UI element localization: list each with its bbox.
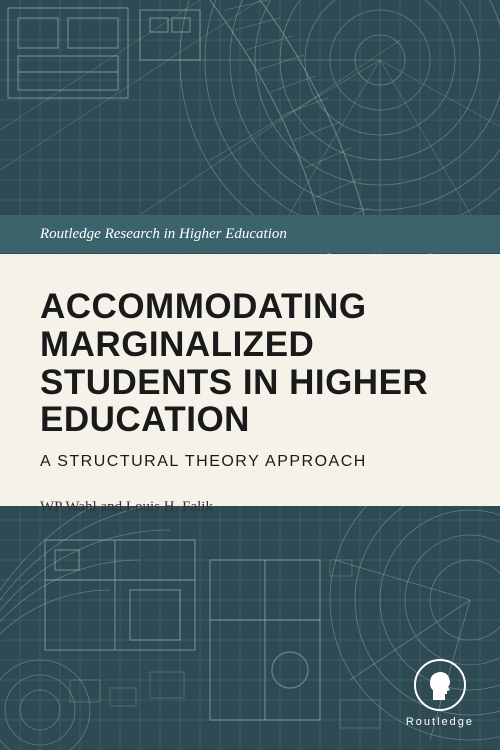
publisher-logo: Routledge [406, 658, 474, 728]
book-cover: Routledge Research in Higher Education A… [0, 0, 500, 750]
title-panel: ACCOMMODATING MARGINALIZED STUDENTS IN H… [0, 254, 500, 506]
routledge-logo-icon [413, 658, 467, 712]
book-subtitle: A STRUCTURAL THEORY APPROACH [40, 453, 460, 471]
book-title: ACCOMMODATING MARGINALIZED STUDENTS IN H… [40, 288, 460, 439]
publisher-name: Routledge [406, 716, 474, 728]
series-band: Routledge Research in Higher Education [0, 215, 500, 253]
book-authors: WP Wahl and Louis H. Falik [40, 499, 460, 516]
series-label: Routledge Research in Higher Education [40, 226, 287, 243]
